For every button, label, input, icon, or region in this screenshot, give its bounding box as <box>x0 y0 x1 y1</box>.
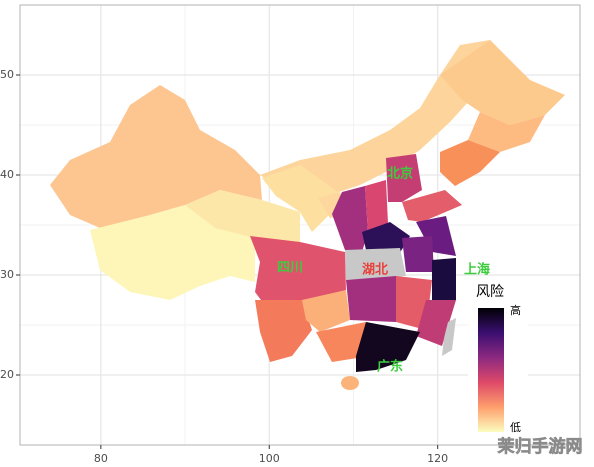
x-tick-label: 80 <box>94 452 108 465</box>
hebei <box>386 154 422 202</box>
taiwan <box>442 318 456 356</box>
henan <box>362 222 410 256</box>
tibet <box>90 205 255 300</box>
shanxi <box>365 180 388 232</box>
legend-high: 高 <box>510 303 521 317</box>
hainan <box>341 376 359 390</box>
y-tick-label: 50 <box>0 68 14 81</box>
y-tick-label: 30 <box>0 268 14 281</box>
qinghai <box>185 190 300 245</box>
y-tick-label: 40 <box>0 168 14 181</box>
watermark: 茉归手游网 <box>498 436 583 457</box>
y-tick-label: 20 <box>0 368 14 381</box>
annotation: 四川 <box>277 261 303 276</box>
provinces <box>50 40 565 390</box>
hubei <box>345 248 406 280</box>
x-tick-label: 120 <box>427 452 448 465</box>
annotation: 上海 <box>464 262 490 278</box>
legend-low: 低 <box>510 421 521 434</box>
guangdong <box>356 322 420 372</box>
inner-mongolia <box>260 40 505 202</box>
panel-border <box>19 4 581 446</box>
legend-colorbar <box>478 308 504 432</box>
shandong <box>402 190 462 222</box>
gansu <box>262 165 342 232</box>
liaoning <box>440 140 500 186</box>
annotation: 北京 <box>387 166 413 182</box>
annotation: 广东 <box>377 359 403 375</box>
fujian <box>416 300 456 346</box>
legend-title: 风险 <box>476 284 504 300</box>
annotation: 湖北 <box>362 263 388 278</box>
x-tick-label: 100 <box>259 452 280 465</box>
jiangsu <box>416 216 456 256</box>
guangxi <box>316 322 370 362</box>
hunan <box>346 276 396 322</box>
zhejiang <box>432 258 456 300</box>
heilongjiang <box>440 40 565 125</box>
shaanxi <box>332 186 368 252</box>
sichuan <box>250 236 346 312</box>
guizhou <box>302 290 350 332</box>
jilin <box>468 112 545 152</box>
yunnan <box>255 300 312 362</box>
xinjiang <box>50 85 262 228</box>
anhui <box>402 236 434 272</box>
